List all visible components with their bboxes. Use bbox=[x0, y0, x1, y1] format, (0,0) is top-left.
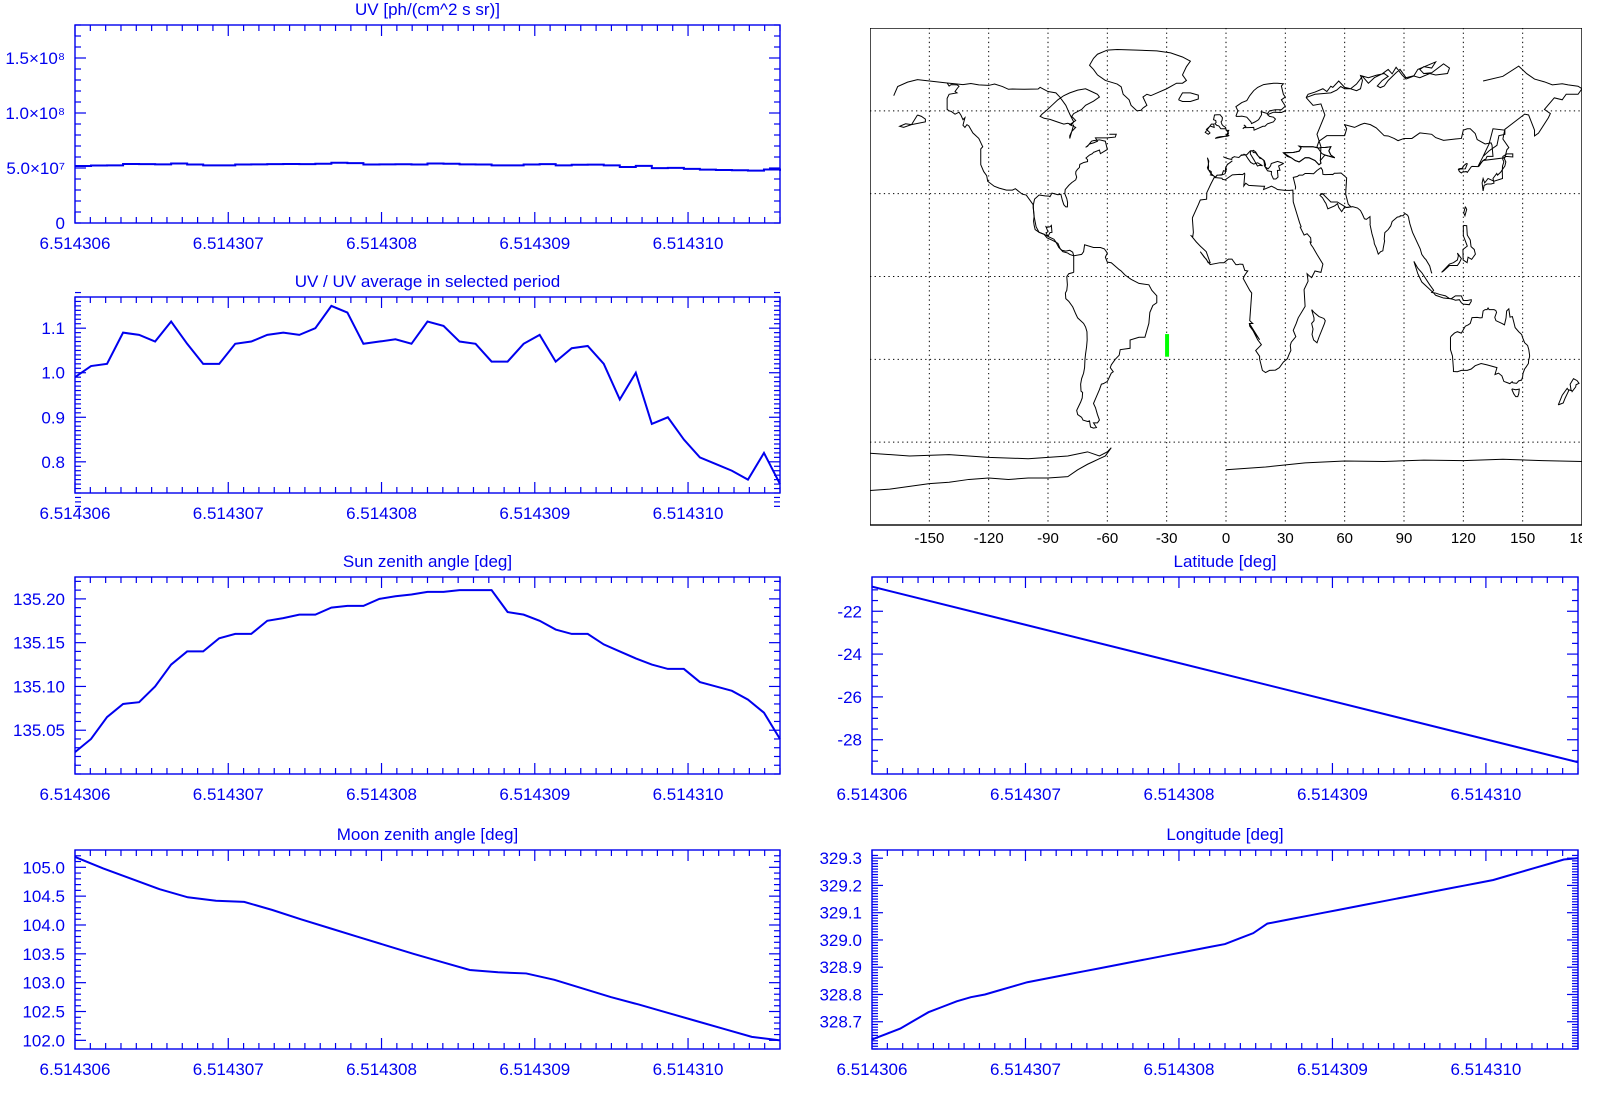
svg-text:6.514310: 6.514310 bbox=[653, 234, 724, 253]
svg-text:6.514306: 6.514306 bbox=[40, 504, 111, 523]
svg-text:6.514306: 6.514306 bbox=[40, 1060, 111, 1079]
svg-text:Moon zenith angle [deg]: Moon zenith angle [deg] bbox=[337, 828, 518, 844]
svg-text:6.514306: 6.514306 bbox=[40, 234, 111, 253]
svg-text:135.20: 135.20 bbox=[13, 590, 65, 609]
svg-text:6.514310: 6.514310 bbox=[653, 504, 724, 523]
svg-text:6.514309: 6.514309 bbox=[499, 1060, 570, 1079]
svg-text:0.9: 0.9 bbox=[41, 408, 65, 427]
svg-text:-22: -22 bbox=[837, 602, 862, 621]
svg-text:135.10: 135.10 bbox=[13, 677, 65, 696]
svg-text:-60: -60 bbox=[1096, 530, 1118, 547]
svg-text:329.2: 329.2 bbox=[819, 876, 862, 895]
svg-text:6.514308: 6.514308 bbox=[346, 1060, 417, 1079]
svg-text:328.9: 328.9 bbox=[819, 958, 862, 977]
svg-text:103.5: 103.5 bbox=[22, 945, 65, 964]
svg-text:-28: -28 bbox=[837, 731, 862, 750]
svg-text:1.0×10⁸: 1.0×10⁸ bbox=[5, 104, 65, 123]
svg-text:6.514309: 6.514309 bbox=[1297, 1060, 1368, 1079]
svg-text:6.514310: 6.514310 bbox=[1450, 1060, 1521, 1079]
svg-text:135.05: 135.05 bbox=[13, 721, 65, 740]
svg-text:6.514307: 6.514307 bbox=[193, 1060, 264, 1079]
svg-text:0.8: 0.8 bbox=[41, 453, 65, 472]
svg-text:6.514308: 6.514308 bbox=[346, 234, 417, 253]
svg-text:120: 120 bbox=[1451, 530, 1476, 547]
svg-text:UV [ph/(cm^2 s sr)]: UV [ph/(cm^2 s sr)] bbox=[355, 0, 500, 19]
svg-text:180: 180 bbox=[1569, 530, 1582, 547]
svg-text:-24: -24 bbox=[837, 645, 862, 664]
svg-text:Sun zenith angle [deg]: Sun zenith angle [deg] bbox=[343, 552, 512, 571]
svg-text:UV / UV average in selected pe: UV / UV average in selected period bbox=[295, 272, 561, 291]
svg-text:6.514308: 6.514308 bbox=[1144, 1060, 1215, 1079]
svg-text:90: 90 bbox=[1396, 530, 1413, 547]
svg-text:6.514310: 6.514310 bbox=[1450, 785, 1521, 804]
svg-text:102.0: 102.0 bbox=[22, 1031, 65, 1050]
svg-text:6.514308: 6.514308 bbox=[346, 504, 417, 523]
svg-text:-150: -150 bbox=[914, 530, 944, 547]
svg-text:6.514307: 6.514307 bbox=[990, 785, 1061, 804]
svg-text:104.5: 104.5 bbox=[22, 887, 65, 906]
svg-text:6.514307: 6.514307 bbox=[193, 504, 264, 523]
svg-text:103.0: 103.0 bbox=[22, 974, 65, 993]
svg-text:6.514306: 6.514306 bbox=[837, 785, 908, 804]
svg-text:104.0: 104.0 bbox=[22, 916, 65, 935]
svg-text:60: 60 bbox=[1336, 530, 1353, 547]
svg-text:6.514310: 6.514310 bbox=[653, 785, 724, 804]
svg-text:5.0×10⁷: 5.0×10⁷ bbox=[6, 159, 65, 178]
svg-text:105.0: 105.0 bbox=[22, 858, 65, 877]
svg-text:6.514307: 6.514307 bbox=[193, 785, 264, 804]
svg-text:-30: -30 bbox=[1156, 530, 1178, 547]
svg-text:6.514307: 6.514307 bbox=[193, 234, 264, 253]
svg-text:6.514309: 6.514309 bbox=[499, 504, 570, 523]
svg-text:-26: -26 bbox=[837, 688, 862, 707]
svg-text:6.514309: 6.514309 bbox=[499, 785, 570, 804]
svg-text:6.514306: 6.514306 bbox=[40, 785, 111, 804]
svg-text:329.3: 329.3 bbox=[819, 849, 862, 868]
svg-text:6.514310: 6.514310 bbox=[653, 1060, 724, 1079]
svg-text:6.514308: 6.514308 bbox=[1144, 785, 1215, 804]
svg-text:-90: -90 bbox=[1037, 530, 1059, 547]
svg-text:328.8: 328.8 bbox=[819, 985, 862, 1004]
svg-text:0: 0 bbox=[1222, 530, 1230, 547]
svg-text:150: 150 bbox=[1510, 530, 1535, 547]
svg-text:Latitude [deg]: Latitude [deg] bbox=[1173, 552, 1276, 571]
svg-text:1.5×10⁸: 1.5×10⁸ bbox=[5, 49, 65, 68]
svg-text:1.0: 1.0 bbox=[41, 364, 65, 383]
svg-text:30: 30 bbox=[1277, 530, 1294, 547]
svg-text:6.514309: 6.514309 bbox=[1297, 785, 1368, 804]
svg-text:102.5: 102.5 bbox=[22, 1003, 65, 1022]
svg-text:1.1: 1.1 bbox=[41, 319, 65, 338]
svg-text:6.514308: 6.514308 bbox=[346, 785, 417, 804]
svg-text:6.514306: 6.514306 bbox=[837, 1060, 908, 1079]
svg-text:0: 0 bbox=[56, 214, 65, 233]
svg-text:135.15: 135.15 bbox=[13, 634, 65, 653]
svg-text:328.7: 328.7 bbox=[819, 1013, 862, 1032]
svg-text:-120: -120 bbox=[974, 530, 1004, 547]
svg-text:Longitude [deg]: Longitude [deg] bbox=[1166, 828, 1283, 844]
svg-text:6.514309: 6.514309 bbox=[499, 234, 570, 253]
svg-text:6.514307: 6.514307 bbox=[990, 1060, 1061, 1079]
svg-text:329.1: 329.1 bbox=[819, 904, 862, 923]
svg-text:329.0: 329.0 bbox=[819, 931, 862, 950]
